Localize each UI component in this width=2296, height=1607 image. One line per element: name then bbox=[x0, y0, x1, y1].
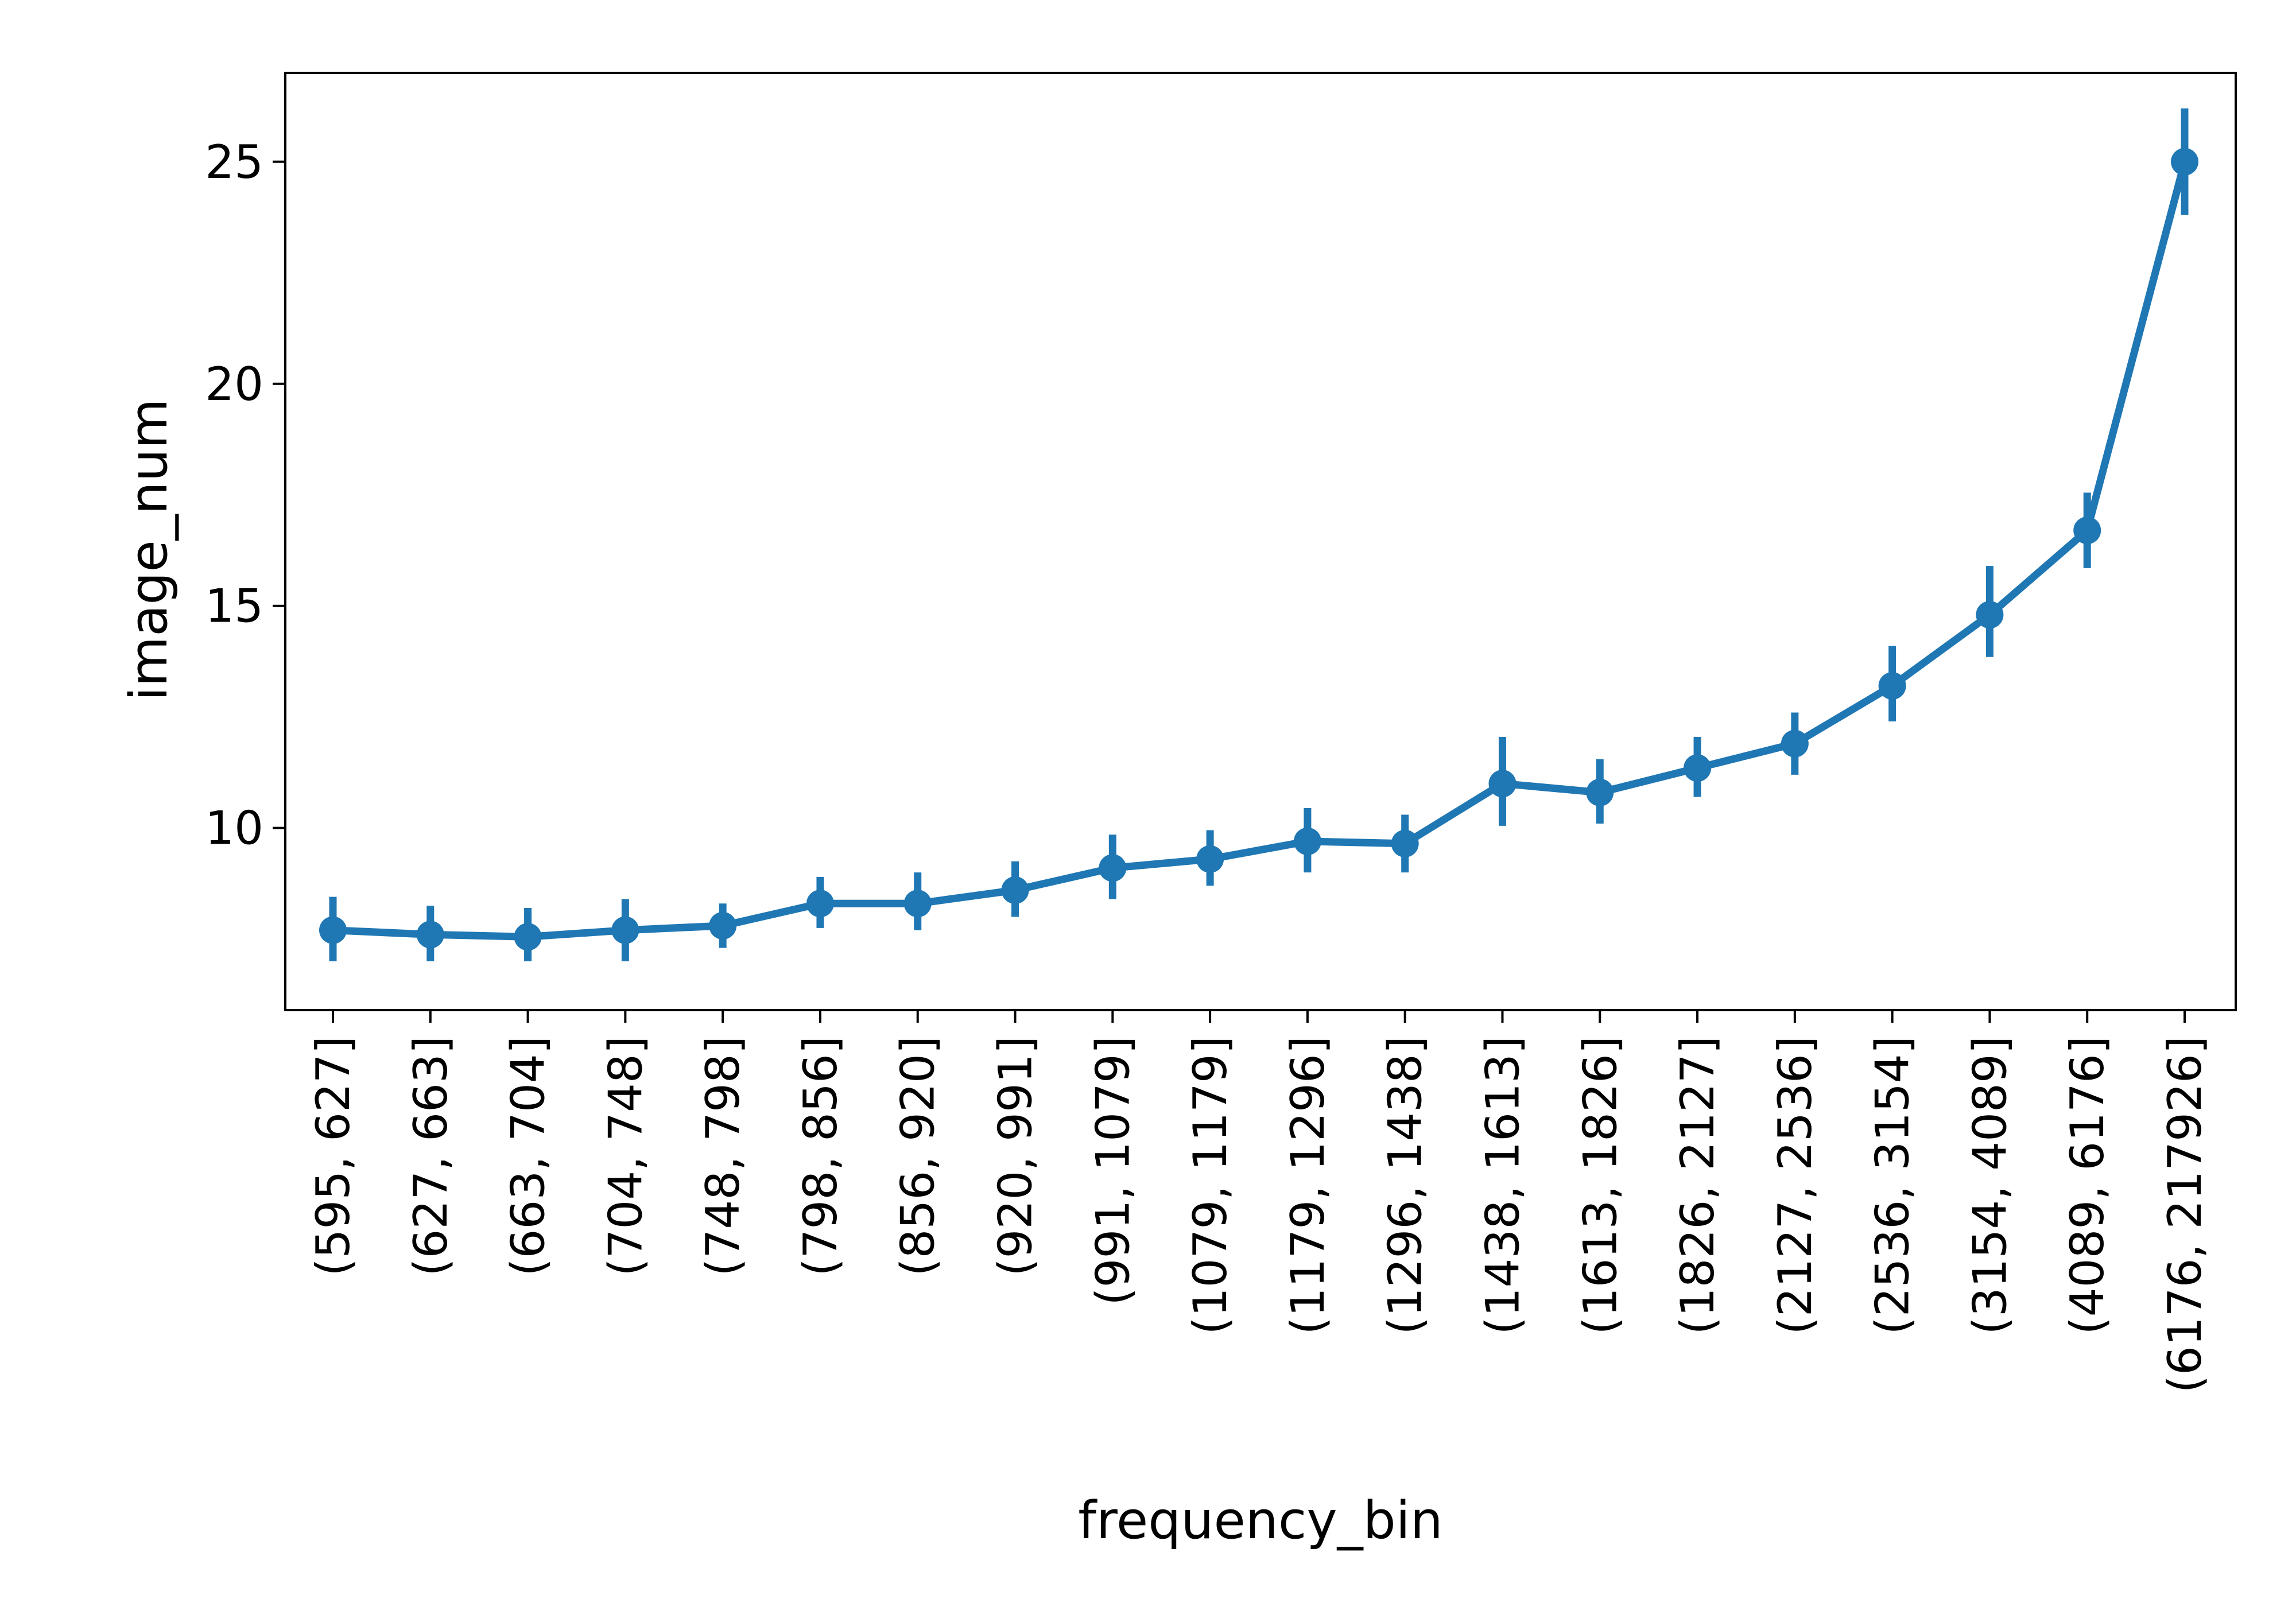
data-point bbox=[1391, 829, 1419, 857]
y-axis: 10 15 20 25 bbox=[205, 135, 285, 855]
x-tick-label: (704, 748] bbox=[599, 1036, 652, 1276]
data-point bbox=[1586, 778, 1614, 806]
x-tick-label: (1613, 1826] bbox=[1573, 1036, 1627, 1334]
data-point bbox=[416, 921, 444, 949]
data-point bbox=[806, 890, 834, 918]
data-point bbox=[2073, 517, 2101, 545]
x-tick-label: (627, 663] bbox=[404, 1036, 457, 1276]
data-point bbox=[709, 911, 737, 940]
x-tick-label: (1179, 1296] bbox=[1281, 1036, 1335, 1334]
x-tick-label: (991, 1079] bbox=[1086, 1036, 1139, 1306]
data-point bbox=[1196, 845, 1224, 873]
x-tick-label: (2127, 2536] bbox=[1768, 1036, 1822, 1334]
y-tick-label: 20 bbox=[205, 358, 263, 411]
data-point bbox=[1099, 854, 1127, 882]
x-tick-label: (1826, 2127] bbox=[1671, 1036, 1724, 1334]
x-tick-label: (595, 627] bbox=[307, 1036, 360, 1276]
data-point bbox=[903, 890, 932, 918]
y-tick-label: 10 bbox=[205, 802, 263, 855]
x-tick-label: (1079, 1179] bbox=[1184, 1036, 1237, 1334]
y-tick-label: 15 bbox=[205, 580, 263, 633]
y-axis-label: image_num bbox=[119, 398, 179, 701]
data-point bbox=[319, 916, 347, 944]
series-layer bbox=[319, 108, 2198, 961]
data-point bbox=[1293, 827, 1321, 855]
x-axis-label: frequency_bin bbox=[1078, 1490, 1443, 1551]
x-tick-label: (4089, 6176] bbox=[2061, 1036, 2114, 1334]
data-point bbox=[1878, 672, 1906, 700]
data-point bbox=[611, 916, 639, 944]
data-point bbox=[1976, 601, 2004, 629]
data-point bbox=[1684, 754, 1712, 782]
series-line bbox=[332, 161, 2189, 941]
x-tick-label: (798, 856] bbox=[794, 1036, 847, 1276]
data-point bbox=[1781, 729, 1809, 758]
x-tick-label: (920, 991] bbox=[989, 1036, 1042, 1276]
x-tick-label: (663, 704] bbox=[502, 1036, 555, 1276]
data-point bbox=[1001, 876, 1029, 905]
x-tick-label: (2536, 3154] bbox=[1866, 1036, 1919, 1334]
data-point bbox=[2171, 147, 2198, 176]
y-tick-label: 25 bbox=[205, 135, 263, 189]
x-tick-label: (6176, 217926] bbox=[2158, 1036, 2212, 1393]
x-axis: (595, 627] (627, 663] (663, 704] (704, 748]… bbox=[307, 1010, 2212, 1393]
x-tick-label: (1438, 1613] bbox=[1476, 1036, 1529, 1334]
x-tick-label: (748, 798] bbox=[696, 1036, 750, 1276]
data-point bbox=[514, 923, 542, 951]
data-point bbox=[1488, 770, 1517, 798]
x-tick-label: (3154, 4089] bbox=[1963, 1036, 2016, 1334]
x-tick-label: (856, 920] bbox=[891, 1036, 945, 1276]
plot-area bbox=[284, 72, 2237, 1011]
x-tick-label: (1296, 1438] bbox=[1379, 1036, 1432, 1334]
